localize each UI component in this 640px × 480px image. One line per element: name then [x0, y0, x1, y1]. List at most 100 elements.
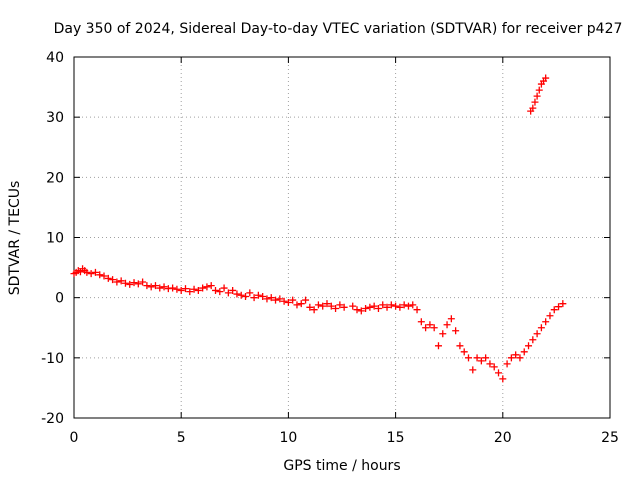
x-tick-label: 25 — [601, 430, 619, 446]
data-point — [212, 286, 220, 294]
data-point — [96, 271, 104, 279]
data-point — [520, 348, 528, 356]
data-point — [507, 354, 515, 362]
data-point — [392, 302, 400, 310]
data-point — [130, 279, 138, 287]
data-point — [100, 272, 108, 280]
data-point — [340, 303, 348, 311]
data-point — [503, 360, 511, 368]
data-point — [387, 301, 395, 309]
data-point — [477, 357, 485, 365]
data-point — [160, 283, 168, 291]
data-point — [302, 296, 310, 304]
data-point — [272, 296, 280, 304]
data-point — [525, 342, 533, 350]
data-point — [267, 294, 275, 302]
x-tick-label: 15 — [387, 430, 405, 446]
data-point — [323, 300, 331, 308]
data-point — [284, 298, 292, 306]
data-point — [216, 288, 224, 296]
data-point — [314, 301, 322, 309]
data-point — [542, 318, 550, 326]
data-point — [473, 354, 481, 362]
data-point — [535, 86, 543, 94]
data-point — [362, 304, 370, 312]
data-point — [332, 304, 340, 312]
data-point — [469, 366, 477, 374]
data-point — [104, 274, 112, 282]
data-point — [542, 74, 550, 82]
data-point — [259, 292, 267, 300]
y-tick-label: 40 — [46, 50, 64, 66]
data-point — [447, 315, 455, 323]
data-point — [452, 327, 460, 335]
data-point — [306, 303, 314, 311]
data-point — [242, 292, 250, 300]
data-point — [134, 280, 142, 288]
data-point — [413, 306, 421, 314]
data-point — [246, 289, 254, 297]
data-point — [460, 348, 468, 356]
data-point — [443, 321, 451, 329]
data-point — [139, 278, 147, 286]
data-point — [126, 280, 134, 288]
data-point — [169, 284, 177, 292]
data-point — [207, 282, 215, 290]
data-point — [293, 301, 301, 309]
data-point — [186, 288, 194, 296]
data-point — [529, 104, 537, 112]
x-tick-label: 0 — [70, 430, 79, 446]
x-tick-label: 5 — [177, 430, 186, 446]
data-points — [70, 74, 567, 383]
data-point — [430, 324, 438, 332]
y-tick-label: -20 — [41, 411, 64, 427]
data-point — [379, 301, 387, 309]
y-axis-label: SDTVAR / TECUs — [7, 181, 23, 296]
y-tick-label: -10 — [41, 351, 64, 367]
data-point — [181, 285, 189, 293]
data-point — [220, 284, 228, 292]
data-point — [310, 306, 318, 314]
data-point — [499, 375, 507, 383]
data-point — [173, 285, 181, 293]
chart-title: Day 350 of 2024, Sidereal Day-to-day VTE… — [54, 21, 623, 37]
data-point — [91, 268, 99, 276]
y-tick-label: 10 — [46, 231, 64, 247]
data-point — [297, 300, 305, 308]
data-point — [233, 290, 241, 298]
data-point — [531, 98, 539, 106]
axis-ticks — [73, 56, 611, 419]
x-tick-label: 10 — [279, 430, 297, 446]
data-point — [194, 286, 202, 294]
data-point — [203, 283, 211, 291]
data-point — [199, 284, 207, 292]
data-point — [83, 268, 91, 276]
data-point — [177, 286, 185, 294]
data-point — [254, 291, 262, 299]
data-point — [190, 285, 198, 293]
data-point — [156, 284, 164, 292]
y-tick-label: 20 — [46, 170, 64, 186]
data-point — [400, 301, 408, 309]
data-point — [263, 295, 271, 303]
data-point — [404, 302, 412, 310]
data-point — [117, 277, 125, 285]
data-point — [383, 303, 391, 311]
data-point — [555, 303, 563, 311]
data-point — [327, 302, 335, 310]
data-point — [529, 336, 537, 344]
data-point — [237, 291, 245, 299]
data-point — [533, 92, 541, 100]
data-point — [349, 302, 357, 310]
data-point — [434, 342, 442, 350]
y-tick-label: 30 — [46, 110, 64, 126]
data-point — [147, 283, 155, 291]
data-point — [121, 279, 129, 287]
data-point — [512, 351, 520, 359]
data-point — [396, 303, 404, 311]
data-point — [422, 324, 430, 332]
data-point — [113, 278, 121, 286]
data-point — [374, 304, 382, 312]
data-point — [276, 295, 284, 303]
